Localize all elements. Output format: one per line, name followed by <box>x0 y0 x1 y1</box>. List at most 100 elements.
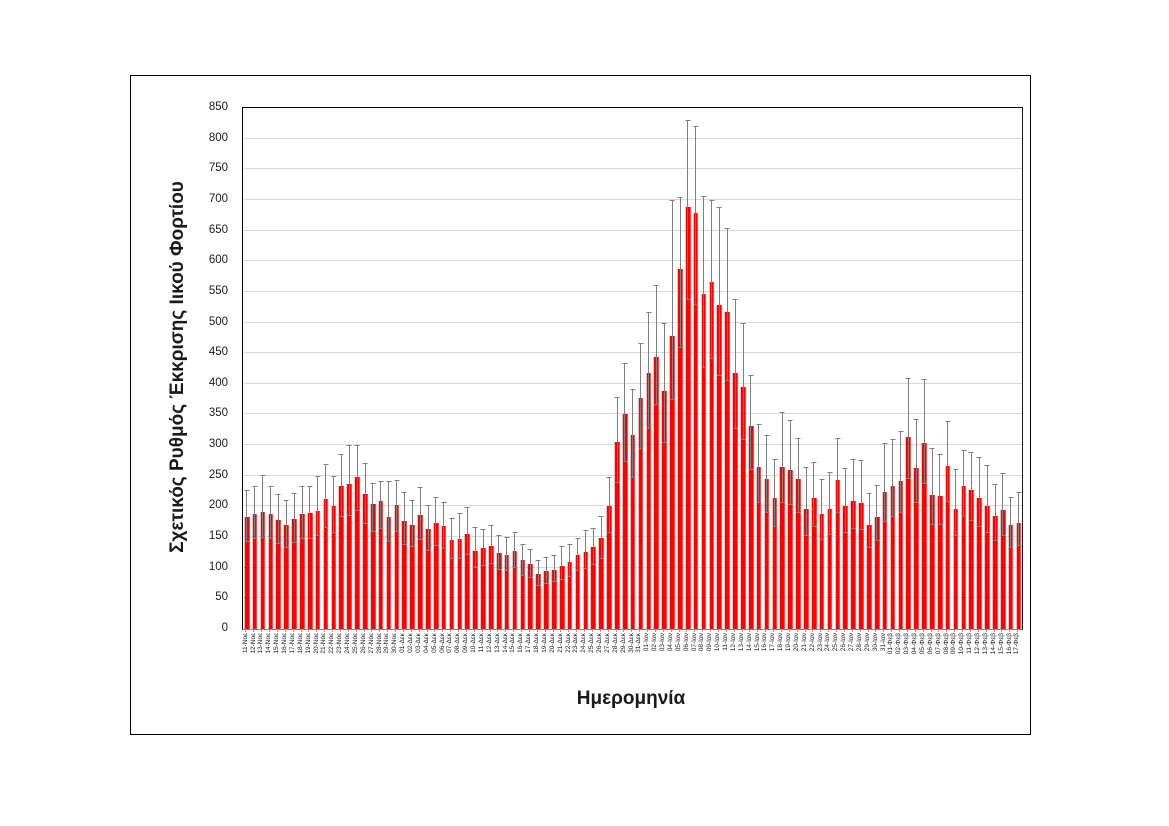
bar-slot <box>306 108 314 629</box>
bar-slot <box>708 108 716 629</box>
x-tick: 05-Ιαν <box>675 629 683 675</box>
bar-slot <box>857 108 865 629</box>
error-bar <box>640 342 642 449</box>
x-tick-label: 24-Δεκ <box>580 633 588 653</box>
bar <box>803 509 809 629</box>
x-tick-label: 01-Φεβ <box>887 633 895 655</box>
x-tick-label: 25-Νοε <box>351 633 359 654</box>
x-tick: 05-Δεκ <box>431 629 439 675</box>
x-tick-label: 24-Νοε <box>344 633 352 654</box>
bar <box>323 499 328 629</box>
x-tick-label: 27-Ιαν <box>848 633 856 652</box>
x-tick-label: 09-Δεκ <box>462 633 470 653</box>
x-tick-label: 03-Δεκ <box>414 633 422 653</box>
error-bar <box>915 419 917 504</box>
x-tick-label: 15-Φεβ <box>997 633 1005 655</box>
error-bar <box>695 126 697 305</box>
bar-slot <box>660 108 668 629</box>
bar-slot <box>448 108 456 629</box>
bar-slot <box>897 108 905 629</box>
bar <box>662 391 667 629</box>
bar <box>551 569 557 629</box>
bar <box>528 564 533 629</box>
bar <box>252 513 258 629</box>
bar <box>307 513 313 629</box>
gridline <box>243 352 1022 354</box>
x-tick-label: 18-Δεκ <box>533 633 541 653</box>
bar-slot <box>495 108 503 629</box>
x-tick-label: 17-Δεκ <box>525 633 533 653</box>
bar <box>284 525 289 629</box>
bar-slot <box>314 108 322 629</box>
y-tick-label: 200 <box>208 499 228 512</box>
bar-slot <box>912 108 920 629</box>
y-tick-label: 350 <box>208 407 228 420</box>
bar-slot <box>251 108 259 629</box>
x-tick-label: 02-Δεκ <box>407 633 415 653</box>
error-bar <box>356 444 358 511</box>
x-tick-label: 22-Ιαν <box>808 633 816 652</box>
bar <box>260 511 265 629</box>
bar-slot <box>408 108 416 629</box>
x-tick: 27-Νοε <box>368 629 376 675</box>
error-bar <box>435 497 437 547</box>
error-bar <box>577 537 579 572</box>
x-tick-label: 10-Ιαν <box>714 633 722 652</box>
bar-slot <box>668 108 676 629</box>
bar <box>402 521 407 629</box>
bar-slot <box>960 108 968 629</box>
error-bar <box>789 420 791 505</box>
x-tick-label: 15-Νοε <box>273 633 281 654</box>
bar-slot <box>401 108 409 629</box>
gridline <box>243 137 1022 139</box>
bar-slot <box>731 108 739 629</box>
y-tick-label: 850 <box>208 101 228 113</box>
error-bar <box>726 228 728 382</box>
x-tick-label: 03-Φεβ <box>903 633 911 655</box>
error-bar <box>293 492 295 544</box>
x-axis: 11-Νοε 12-Νοε 13-Νοε 14-Νοε 15-Νοε 16-Νοε 17-Ν… <box>242 629 1021 675</box>
error-bar <box>868 492 870 549</box>
bar-slot <box>810 108 818 629</box>
bar <box>717 304 722 629</box>
error-bar <box>325 463 327 528</box>
bar <box>764 479 769 629</box>
x-tick: 27-Δεκ <box>604 629 612 675</box>
bar <box>315 510 321 629</box>
error-bar <box>490 525 492 565</box>
bar-slot <box>345 108 353 629</box>
x-tick-label: 26-Δεκ <box>596 633 604 653</box>
x-tick-label: 02-Φεβ <box>895 633 903 655</box>
error-bar <box>262 474 264 538</box>
bar-slot <box>645 108 653 629</box>
x-tick-label: 05-Φεβ <box>918 633 926 655</box>
bar-slot <box>999 108 1007 629</box>
bar-slot <box>676 108 684 629</box>
bar <box>906 437 911 629</box>
y-tick-label: 500 <box>208 315 228 328</box>
bar-slot <box>534 108 542 629</box>
bar-slot <box>779 108 787 629</box>
x-tick: 13-Δεκ <box>494 629 502 675</box>
x-tick-label: 13-Φεβ <box>981 633 989 655</box>
error-bar <box>742 323 744 441</box>
bar <box>394 505 399 629</box>
error-bar <box>522 543 524 576</box>
bar-slot <box>353 108 361 629</box>
error-bar <box>679 196 681 349</box>
bar <box>575 555 580 629</box>
gridline <box>243 260 1022 262</box>
bar <box>638 397 643 629</box>
x-tick-label: 12-Φεβ <box>974 633 982 655</box>
error-bar <box>451 518 453 560</box>
error-bar <box>923 378 925 484</box>
bar <box>740 386 746 629</box>
bar-slot <box>786 108 794 629</box>
x-tick-label: 27-Νοε <box>367 633 375 654</box>
x-tick-label: 21-Δεκ <box>556 633 564 653</box>
bar <box>914 467 919 629</box>
x-tick-label: 26-Ιαν <box>840 633 848 652</box>
error-bar <box>963 450 965 517</box>
bar <box>851 500 856 629</box>
